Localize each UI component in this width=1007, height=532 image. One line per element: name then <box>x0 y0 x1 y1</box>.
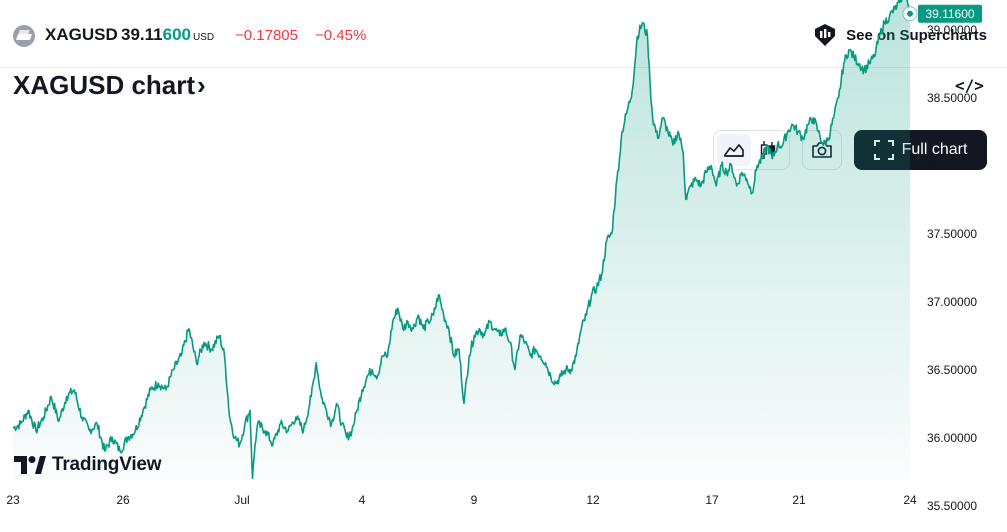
x-tick-label: 26 <box>116 493 130 507</box>
x-tick-label: 21 <box>792 493 806 507</box>
y-tick-label: 37.50000 <box>927 227 977 241</box>
y-tick-label: 38.00000 <box>927 159 977 173</box>
chevron-right-icon: › <box>197 70 206 100</box>
area-chart-icon <box>724 143 744 157</box>
x-tick-label: 23 <box>6 493 20 507</box>
chart-title-link[interactable]: XAGUSD chart› <box>13 70 206 101</box>
y-tick-label: 36.00000 <box>927 431 977 445</box>
last-price-marker: 39.11600 <box>902 4 982 23</box>
price-line <box>12 0 911 480</box>
symbol-name[interactable]: XAGUSD <box>45 25 118 44</box>
x-tick-label: 12 <box>586 493 600 507</box>
time-axis[interactable]: 23 26 Jul 4 9 12 17 21 24 <box>6 493 917 507</box>
price-axis[interactable]: 35.50000 36.00000 36.50000 37.00000 37.50000… <box>927 23 977 513</box>
area-fill-layer <box>13 0 910 480</box>
chart-title: XAGUSD chart <box>13 70 196 100</box>
embed-code-icon[interactable]: </> <box>955 76 984 95</box>
price-change-percent: −0.45% <box>315 27 367 44</box>
x-tick-label: Jul <box>234 493 249 507</box>
price-unit: USD <box>192 32 215 43</box>
y-tick-label: 38.50000 <box>927 91 977 105</box>
tradingview-logo[interactable]: TradingView <box>14 454 162 476</box>
tradingview-logo-icon <box>14 456 46 474</box>
price-main-digits: 39.11 <box>121 25 163 44</box>
y-tick-label: 35.50000 <box>927 499 977 513</box>
last-value-label: 39.11600 <box>925 7 974 21</box>
full-chart-label: Full chart <box>901 141 968 158</box>
last-value-badge <box>918 4 982 23</box>
y-tick-label: 36.50000 <box>927 363 977 377</box>
x-tick-label: 9 <box>471 493 478 507</box>
silver-bars-icon <box>13 25 35 47</box>
x-tick-label: 24 <box>903 493 917 507</box>
y-tick-label: 39.00000 <box>927 23 977 37</box>
tradingview-logo-text: TradingView <box>52 454 162 475</box>
x-tick-label: 4 <box>359 493 366 507</box>
x-tick-label: 17 <box>705 493 719 507</box>
price-change: −0.17805 <box>235 27 298 44</box>
area-fill <box>13 0 910 480</box>
last-point <box>907 10 913 17</box>
last-price: 39.11600 USD <box>121 25 214 45</box>
y-tick-label: 37.00000 <box>927 295 977 309</box>
price-highlight-digits: 600 <box>162 25 191 44</box>
supercharts-icon <box>815 24 836 46</box>
price-line-layer <box>12 0 911 480</box>
area-style-button[interactable] <box>717 134 751 166</box>
